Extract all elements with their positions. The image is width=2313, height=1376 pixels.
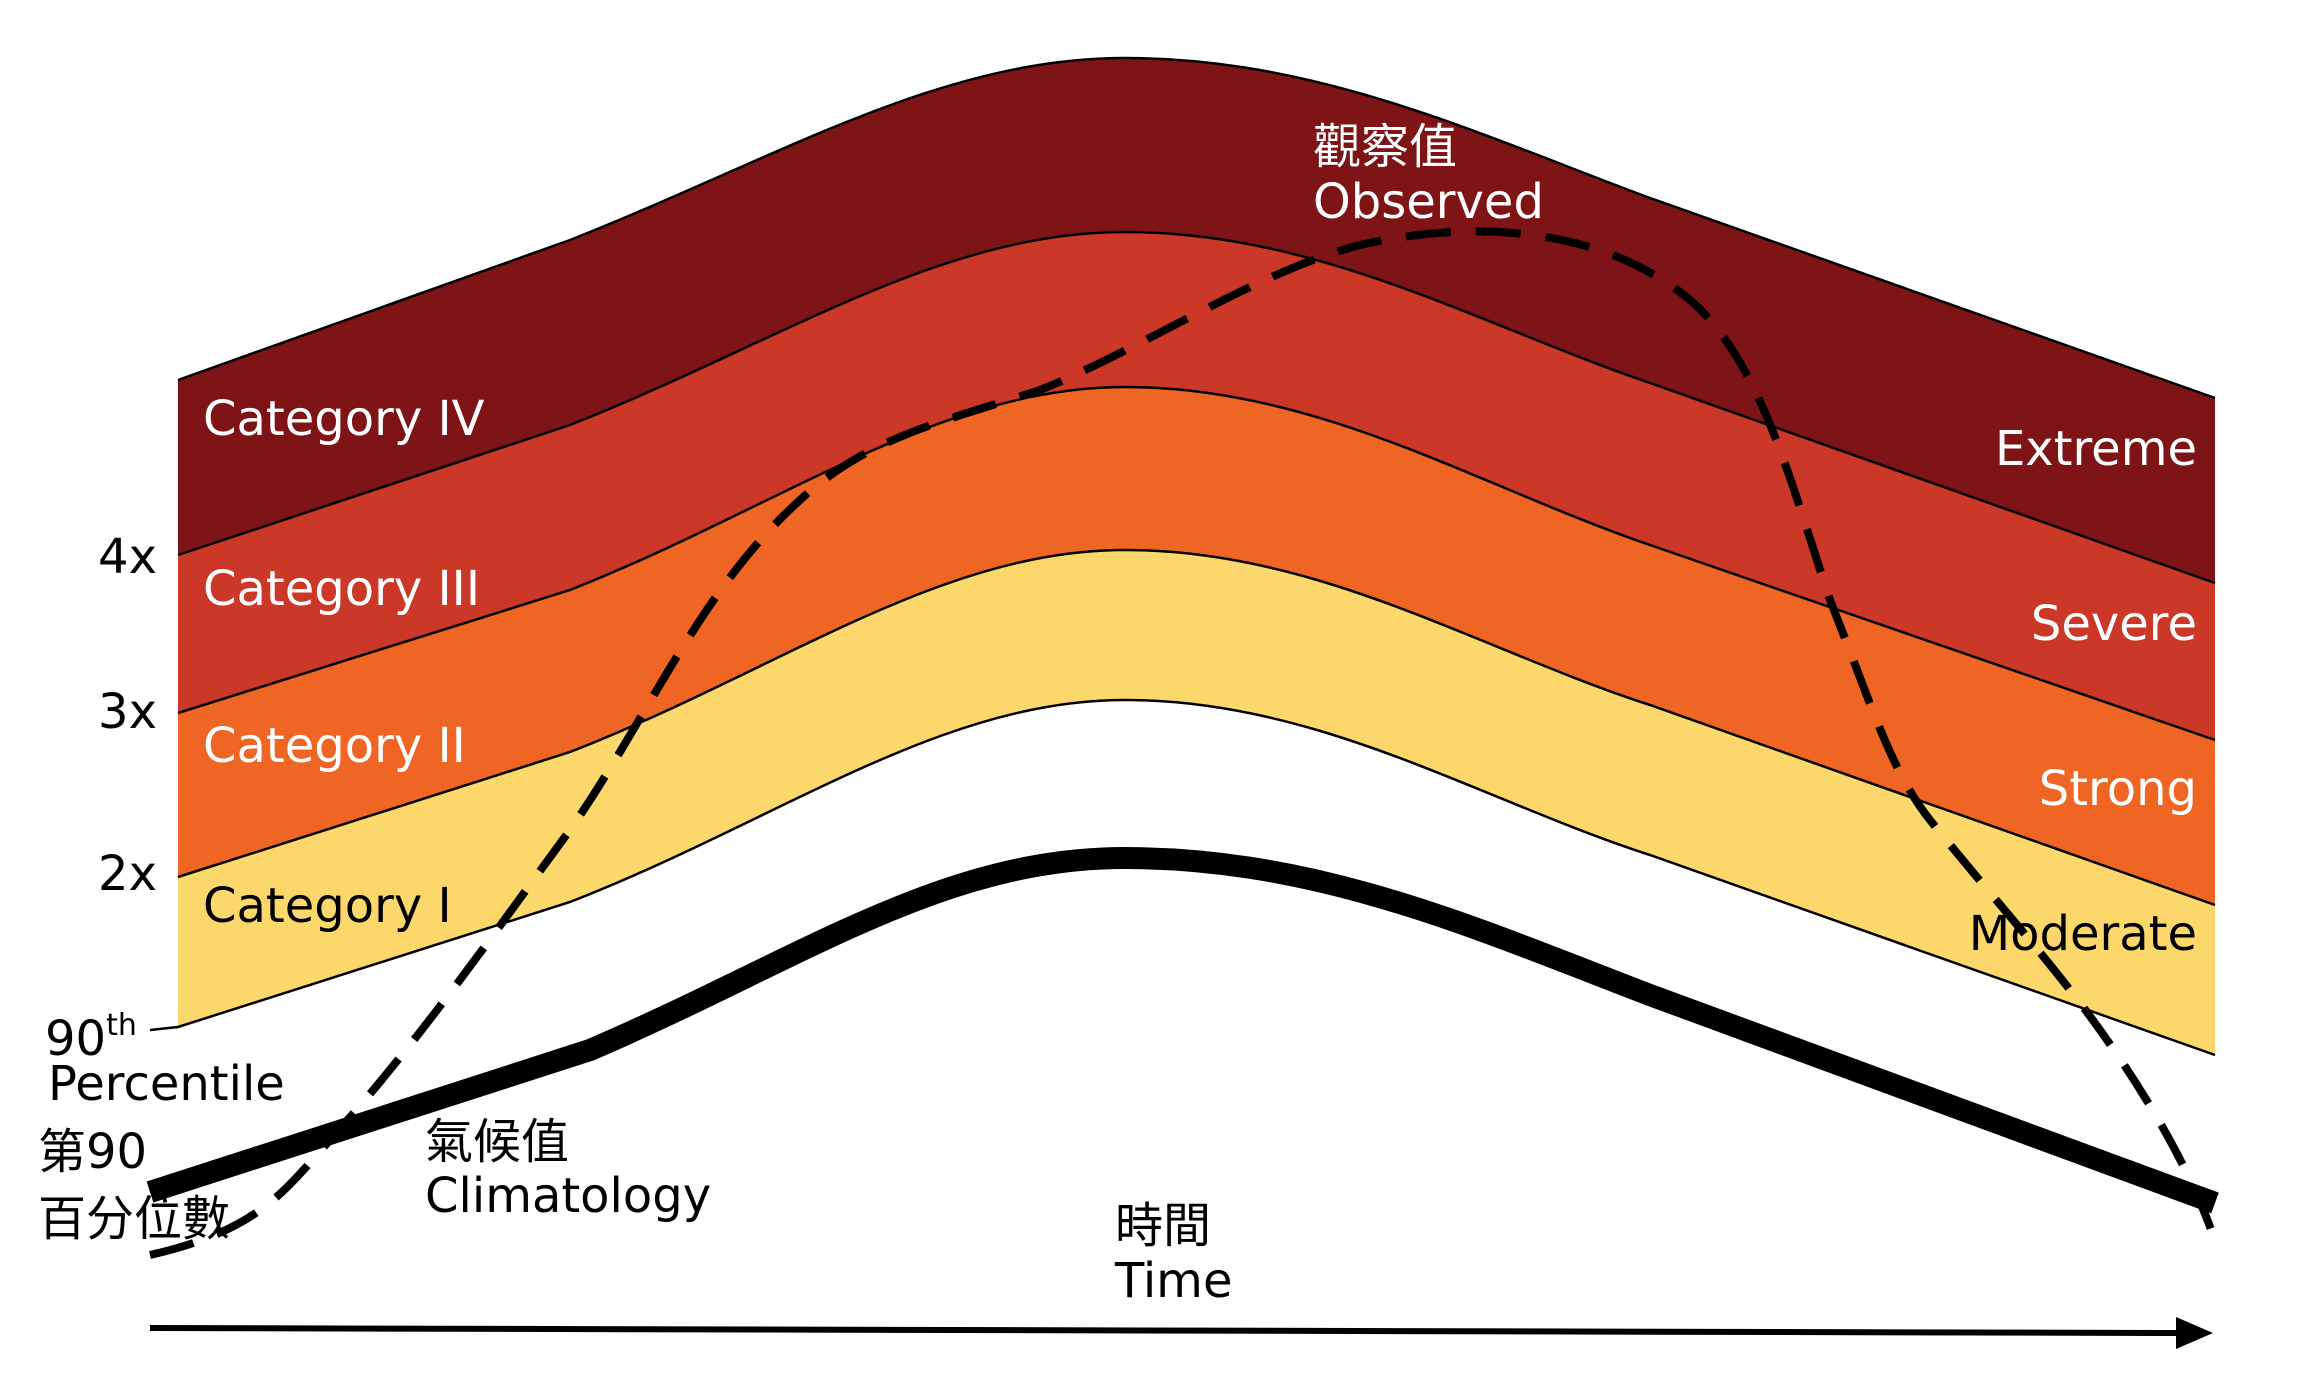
observed-line	[149, 227, 2217, 1259]
category-i-label: Category I	[203, 878, 452, 934]
boundary-4x-line	[177, 230, 2216, 585]
time-axis-line	[149, 1325, 2181, 1336]
climatology-en-label: Climatology	[425, 1168, 711, 1224]
multiplier-2x-label: 2x	[98, 846, 157, 902]
boundary-2x-line	[177, 548, 2216, 907]
percentile-90-line	[149, 698, 2216, 1057]
observed-zh-label: 觀察值	[1313, 119, 1457, 175]
time-axis-arrowhead	[2176, 1317, 2213, 1349]
boundary-top-line	[177, 56, 2216, 400]
category-ii-label: Category II	[203, 718, 466, 774]
severe-band	[178, 232, 2215, 740]
percentile-number: 90	[45, 1011, 106, 1067]
percentile-zh-line1: 第90	[38, 1124, 147, 1180]
multiplier-4x-label: 4x	[98, 529, 157, 585]
extreme-label: Extreme	[1995, 421, 2197, 477]
strong-label: Strong	[2039, 761, 2197, 817]
climatology-line	[146, 847, 2219, 1214]
percentile-suffix: th	[106, 1008, 137, 1043]
percentile-zh-line2: 百分位數	[38, 1191, 230, 1247]
percentile-word-label: Percentile	[48, 1056, 285, 1112]
moderate-label: Moderate	[1969, 906, 2197, 962]
category-iii-label: Category III	[203, 561, 480, 617]
time-zh-label: 時間	[1115, 1198, 1211, 1254]
multiplier-3x-label: 3x	[98, 684, 157, 740]
climatology-zh-label: 氣候值	[425, 1114, 569, 1170]
extreme-band	[178, 58, 2215, 583]
severe-label: Severe	[2031, 596, 2197, 652]
strong-band	[178, 387, 2215, 905]
category-iv-label: Category IV	[203, 391, 485, 447]
observed-en-label: Observed	[1313, 174, 1544, 230]
percentile-90th-label: 90th	[45, 1008, 137, 1067]
time-en-label: Time	[1114, 1253, 1232, 1309]
boundary-3x-line	[177, 385, 2216, 742]
